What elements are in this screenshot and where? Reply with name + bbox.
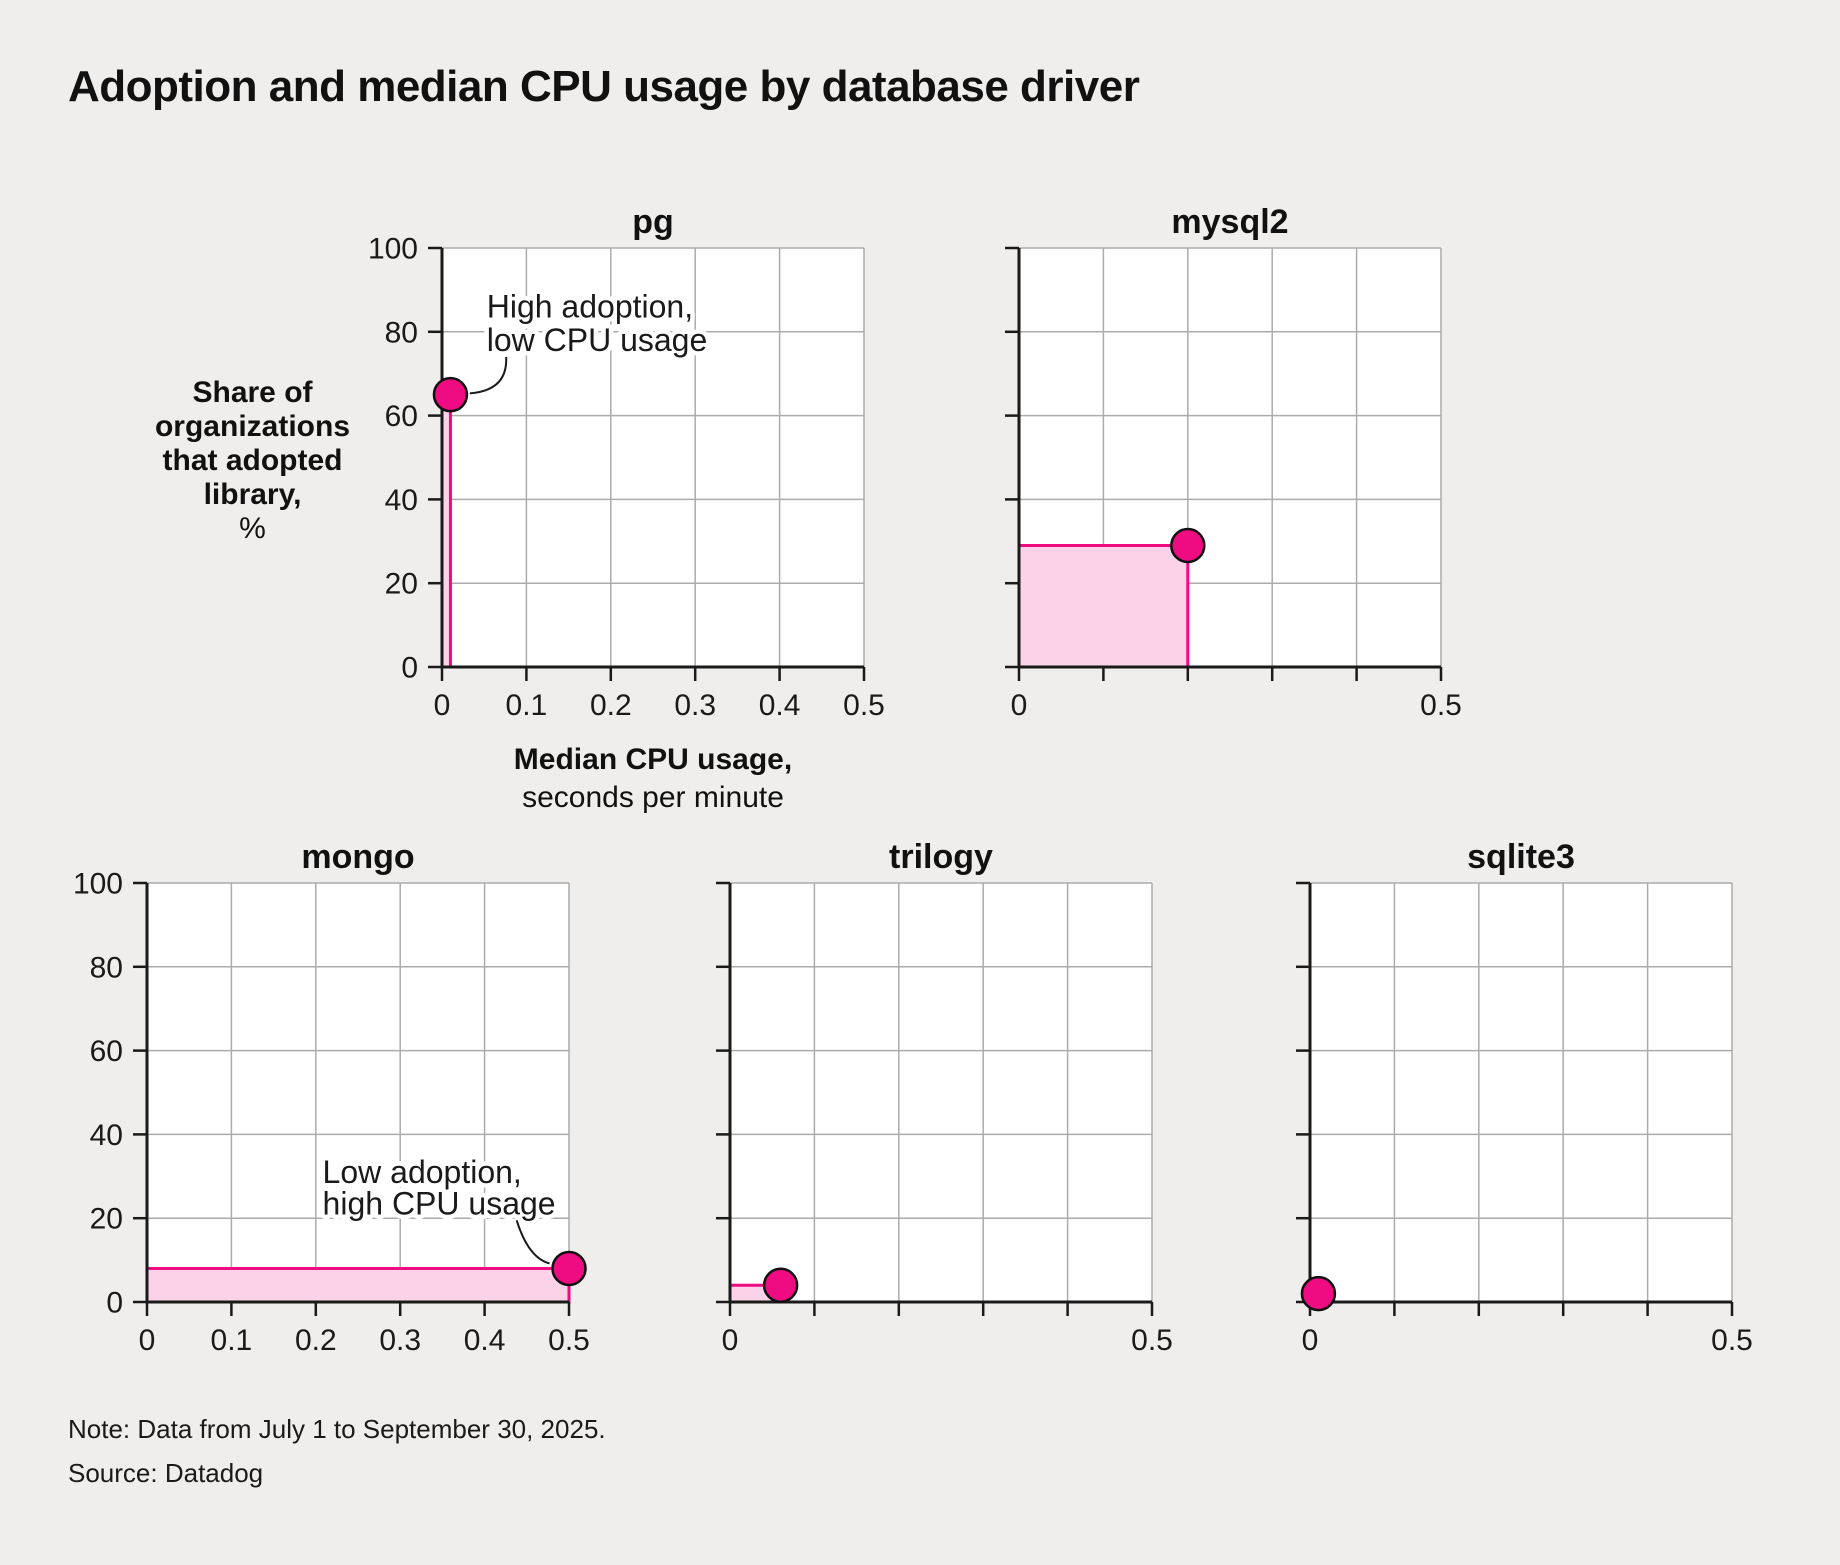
svg-text:0.5: 0.5 xyxy=(1420,689,1462,722)
chart-pg: pg 0 0.1 0.2 0.3 0.4 0.5 0 20 40 60 80 100 High adop… xyxy=(362,203,894,742)
svg-text:0.4: 0.4 xyxy=(759,689,801,722)
chart-mysql2: mysql2 0 0.5 xyxy=(939,203,1471,742)
y-axis-label-line: that adopted xyxy=(162,444,343,477)
svg-text:Low adoption,: Low adoption, xyxy=(323,1154,522,1190)
svg-text:0.2: 0.2 xyxy=(295,1324,337,1357)
svg-text:0.3: 0.3 xyxy=(674,689,716,722)
chart-canvas-pg: 0 0.1 0.2 0.3 0.4 0.5 0 20 40 60 80 100 High adoptio… xyxy=(368,233,885,723)
svg-text:0: 0 xyxy=(1302,1324,1319,1357)
svg-text:0.1: 0.1 xyxy=(211,1324,253,1357)
chart-title-mysql2: mysql2 xyxy=(1171,203,1289,241)
chart-mongo: mongo 0 0.1 0.2 0.3 0.4 0.5 0 20 40 60 80 100 Low ad… xyxy=(67,838,599,1377)
svg-text:0: 0 xyxy=(401,652,418,685)
chart-title-trilogy: trilogy xyxy=(889,838,993,876)
svg-text:0.5: 0.5 xyxy=(1131,1324,1173,1357)
svg-text:80: 80 xyxy=(90,951,123,984)
x-axis-label-main: Median CPU usage, xyxy=(513,743,793,776)
y-axis-label: Share of organizations that adopted libr… xyxy=(120,376,385,546)
y-axis-label-line: organizations xyxy=(154,410,350,443)
svg-text:0.1: 0.1 xyxy=(506,689,548,722)
chart-title-sqlite3: sqlite3 xyxy=(1467,838,1575,876)
y-axis-unit: % xyxy=(239,512,266,545)
x-axis-label-unit: seconds per minute xyxy=(522,781,784,814)
svg-text:60: 60 xyxy=(90,1035,123,1068)
svg-text:0: 0 xyxy=(1011,689,1028,722)
svg-text:0.5: 0.5 xyxy=(1711,1324,1753,1357)
svg-text:0.4: 0.4 xyxy=(464,1324,506,1357)
svg-text:0: 0 xyxy=(434,689,451,722)
y-axis-label-line: library, xyxy=(203,478,302,511)
x-axis-label: Median CPU usage, seconds per minute xyxy=(453,741,853,817)
chart-canvas-sqlite3: 0 0.5 xyxy=(1296,881,1753,1357)
svg-text:high CPU usage: high CPU usage xyxy=(323,1186,556,1222)
svg-text:0.5: 0.5 xyxy=(843,689,885,722)
chart-sqlite3: sqlite3 0 0.5 xyxy=(1230,838,1762,1377)
svg-text:20: 20 xyxy=(90,1203,123,1236)
svg-text:High adoption,: High adoption, xyxy=(487,289,693,325)
chart-trilogy: trilogy 0 0.5 xyxy=(650,838,1182,1377)
svg-text:80: 80 xyxy=(385,316,418,349)
svg-text:60: 60 xyxy=(385,400,418,433)
page-title: Adoption and median CPU usage by databas… xyxy=(68,62,1140,111)
chart-canvas-trilogy: 0 0.5 xyxy=(716,881,1173,1357)
chart-title-pg: pg xyxy=(632,203,674,241)
svg-text:100: 100 xyxy=(368,233,418,266)
svg-text:40: 40 xyxy=(90,1119,123,1152)
chart-title-mongo: mongo xyxy=(301,838,415,876)
svg-text:low CPU usage: low CPU usage xyxy=(487,322,708,358)
y-axis-label-line: Share of xyxy=(192,376,313,409)
svg-text:0.5: 0.5 xyxy=(548,1324,590,1357)
source-text: Source: Datadog xyxy=(68,1458,264,1488)
chart-canvas-mongo: 0 0.1 0.2 0.3 0.4 0.5 0 20 40 60 80 100 Low adoption… xyxy=(73,868,590,1358)
svg-text:0: 0 xyxy=(106,1287,123,1320)
note-text: Note: Data from July 1 to September 30, … xyxy=(68,1414,606,1444)
svg-text:100: 100 xyxy=(73,868,123,901)
svg-text:0: 0 xyxy=(139,1324,156,1357)
svg-text:20: 20 xyxy=(385,568,418,601)
chart-canvas-mysql2: 0 0.5 xyxy=(1005,246,1462,722)
svg-text:0.2: 0.2 xyxy=(590,689,632,722)
svg-text:0: 0 xyxy=(722,1324,739,1357)
svg-text:40: 40 xyxy=(385,484,418,517)
svg-text:0.3: 0.3 xyxy=(379,1324,421,1357)
